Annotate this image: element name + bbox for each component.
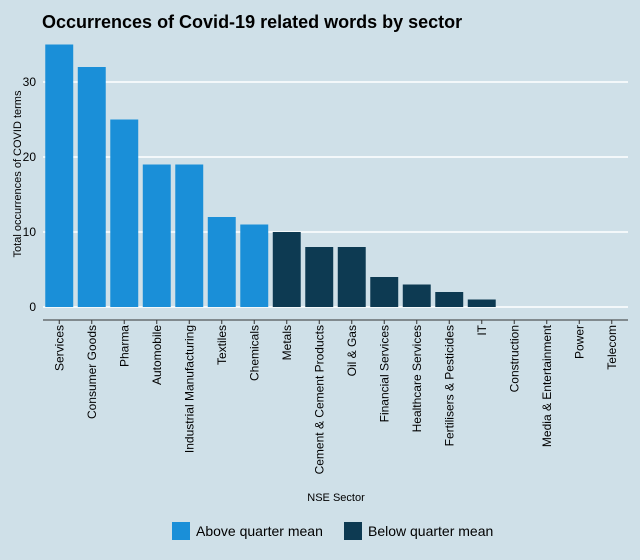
x-tick-label: Metals <box>280 325 294 360</box>
legend-swatch <box>172 522 190 540</box>
bar <box>207 217 236 307</box>
bar <box>467 299 496 307</box>
x-tick-label: Telecom <box>605 325 619 370</box>
bar <box>77 67 106 307</box>
x-tick-label: Pharma <box>117 325 131 367</box>
bar <box>240 224 269 307</box>
x-tick-label: Financial Services <box>377 325 391 422</box>
bar <box>45 44 74 307</box>
x-tick-label: Media & Entertainment <box>540 324 554 447</box>
x-tick-label: IT <box>475 324 489 335</box>
x-tick-label: Chemicals <box>247 325 261 381</box>
bar <box>370 277 399 307</box>
bar <box>142 164 171 307</box>
y-axis-label: Total occurrences of COVID terms <box>12 90 24 257</box>
bar <box>402 284 431 307</box>
bar <box>110 119 139 307</box>
x-tick-label: Textiles <box>215 325 229 365</box>
x-tick-label: Industrial Manufacturing <box>182 325 196 453</box>
y-tick-label: 0 <box>29 300 36 314</box>
y-tick-label: 20 <box>23 150 37 164</box>
y-axis-ticks: 0 10 20 30 <box>23 75 37 314</box>
chart-title: Occurrences of Covid-19 related words by… <box>42 12 462 32</box>
x-tick-label: Cement & Cement Products <box>312 325 326 474</box>
legend-swatch <box>344 522 362 540</box>
bar <box>305 247 334 307</box>
x-tick-label: Automobile <box>150 325 164 385</box>
bar <box>175 164 204 307</box>
y-tick-label: 10 <box>23 225 37 239</box>
bars <box>45 44 496 307</box>
legend: Above quarter mean Below quarter mean <box>172 522 493 540</box>
x-tick-label: Services <box>52 325 66 371</box>
bar <box>272 232 301 307</box>
x-tick-label: Fertilisers & Pesticides <box>442 325 456 446</box>
x-axis-label: NSE Sector <box>307 492 365 504</box>
bar <box>435 292 464 307</box>
grid-lines <box>43 81 628 308</box>
bar <box>337 247 366 307</box>
legend-label: Above quarter mean <box>196 523 323 539</box>
legend-label: Below quarter mean <box>368 523 493 539</box>
x-tick-label: Construction <box>507 325 521 392</box>
x-tick-label: Power <box>572 325 586 359</box>
x-tick-label: Healthcare Services <box>410 325 424 432</box>
x-tick-label: Consumer Goods <box>85 325 99 419</box>
x-tick-label: Oil & Gas <box>345 325 359 376</box>
x-axis-ticks: Services Consumer Goods Pharma Automobile In… <box>52 320 619 474</box>
y-tick-label: 30 <box>23 75 37 89</box>
